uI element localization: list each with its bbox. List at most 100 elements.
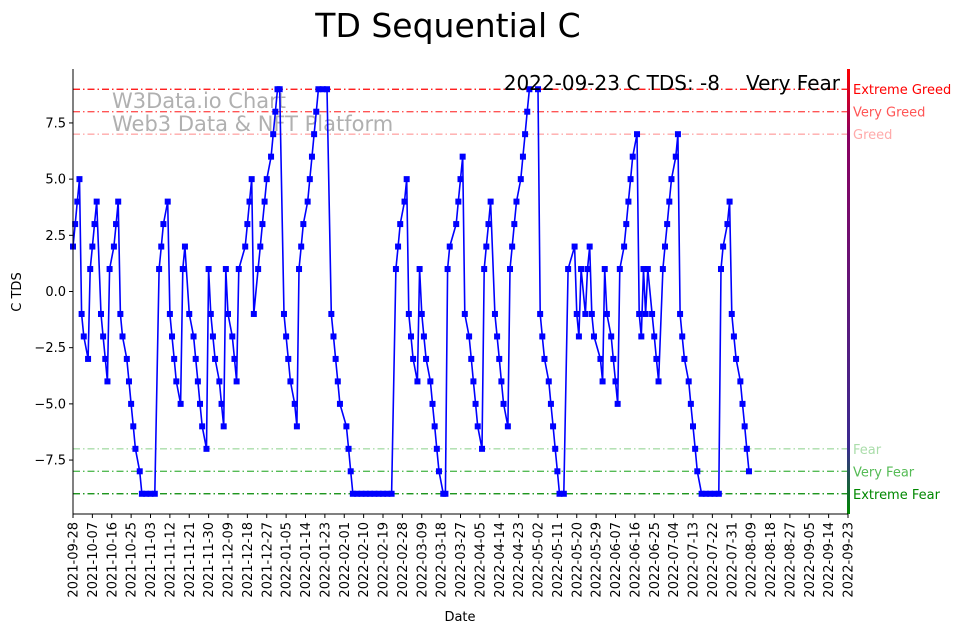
data-point-181: [584, 266, 591, 273]
x-tick-label: 2021-11-30: [202, 522, 217, 598]
data-point-110: [384, 490, 391, 497]
data-point-39: [177, 400, 184, 407]
data-point-79: [285, 355, 292, 362]
zone-label-fear: Fear: [853, 443, 882, 458]
data-point-112: [392, 266, 399, 273]
x-tick-label: 2021-12-09: [222, 522, 237, 598]
data-point-219: [685, 378, 692, 385]
data-point-226: [707, 490, 714, 497]
data-point-69: [259, 221, 266, 228]
data-point-188: [603, 310, 610, 317]
data-point-137: [459, 153, 466, 160]
data-point-182: [586, 243, 593, 250]
data-point-32: [158, 243, 165, 250]
y-ticks: −7.5 −5.0 −2.5 0.0 2.5 5.0 7.5: [34, 116, 73, 469]
data-point-41: [181, 243, 188, 250]
y-tick-label: 2.5: [45, 229, 66, 244]
data-point-126: [429, 400, 436, 407]
data-point-135: [455, 198, 462, 205]
data-point-156: [509, 243, 516, 250]
data-point-238: [741, 423, 748, 430]
data-point-82: [293, 423, 300, 430]
data-point-158: [513, 198, 520, 205]
data-point-91: [315, 86, 322, 93]
x-tick-label: 2021-10-16: [105, 522, 120, 598]
series-line: [72, 88, 750, 495]
data-point-116: [403, 176, 410, 183]
x-tick-label: 2022-02-01: [338, 522, 353, 598]
data-point-139: [466, 333, 473, 340]
data-point-26: [136, 468, 143, 475]
data-point-136: [457, 176, 464, 183]
x-tick-label: 2022-07-31: [725, 522, 740, 598]
data-point-240: [745, 468, 752, 475]
data-point-50: [207, 310, 214, 317]
data-point-147: [485, 221, 492, 228]
data-point-163: [526, 86, 533, 93]
data-point-5: [80, 333, 87, 340]
x-tick-label: 2022-07-13: [687, 522, 702, 598]
data-point-30: [151, 490, 158, 497]
data-point-53: [216, 378, 223, 385]
data-point-171: [552, 445, 559, 452]
data-point-191: [612, 378, 619, 385]
data-point-63: [244, 221, 251, 228]
data-point-14: [104, 378, 111, 385]
x-tick-label: 2022-08-18: [764, 522, 779, 598]
data-point-157: [511, 221, 518, 228]
data-point-167: [541, 355, 548, 362]
data-point-225: [702, 490, 709, 497]
zone-label-extreme-fear: Extreme Fear: [853, 488, 941, 503]
data-point-99: [343, 423, 350, 430]
data-point-46: [197, 400, 204, 407]
data-point-2: [74, 198, 81, 205]
data-point-68: [257, 243, 264, 250]
data-point-229: [717, 266, 724, 273]
data-point-27: [138, 490, 145, 497]
data-point-160: [519, 153, 526, 160]
data-point-141: [470, 378, 477, 385]
data-point-198: [629, 153, 636, 160]
data-point-4: [78, 310, 85, 317]
data-point-10: [93, 198, 100, 205]
data-point-215: [674, 131, 681, 138]
x-tick-label: 2022-01-23: [318, 522, 333, 598]
data-point-221: [690, 423, 696, 430]
data-point-194: [621, 243, 628, 250]
data-point-131: [442, 490, 449, 497]
data-point-31: [156, 266, 163, 273]
data-point-161: [522, 131, 529, 138]
data-point-200: [636, 310, 643, 317]
data-point-207: [653, 355, 660, 362]
data-point-47: [199, 423, 206, 430]
data-point-40: [179, 266, 186, 273]
data-point-186: [599, 378, 606, 385]
data-point-104: [358, 490, 365, 497]
x-tick-label: 2021-11-12: [163, 522, 178, 598]
data-point-162: [524, 108, 531, 115]
data-point-172: [554, 468, 561, 475]
data-point-128: [433, 445, 440, 452]
data-point-235: [733, 355, 740, 362]
data-point-23: [128, 400, 135, 407]
data-point-70: [261, 198, 268, 205]
y-tick-label: −5.0: [34, 397, 66, 412]
data-point-196: [625, 198, 632, 205]
zone-labels: Extreme Greed Very Greed Greed Fear Very Fea…: [853, 83, 951, 503]
x-tick-label: 2022-04-14: [493, 522, 508, 598]
current-status-label: Very Fear: [746, 71, 841, 95]
data-point-190: [610, 355, 617, 362]
data-point-230: [720, 243, 727, 250]
x-tick-label: 2022-02-28: [396, 522, 411, 598]
data-point-199: [634, 131, 641, 138]
y-tick-label: 5.0: [45, 173, 66, 188]
data-point-213: [668, 176, 675, 183]
data-point-88: [308, 153, 315, 160]
y-tick-label: 7.5: [45, 116, 66, 131]
x-tick-label: 2021-11-03: [144, 522, 159, 598]
data-point-129: [435, 468, 442, 475]
data-point-96: [332, 355, 339, 362]
data-point-164: [535, 86, 541, 93]
data-point-74: [272, 108, 279, 115]
x-tick-label: 2022-08-09: [745, 522, 760, 598]
